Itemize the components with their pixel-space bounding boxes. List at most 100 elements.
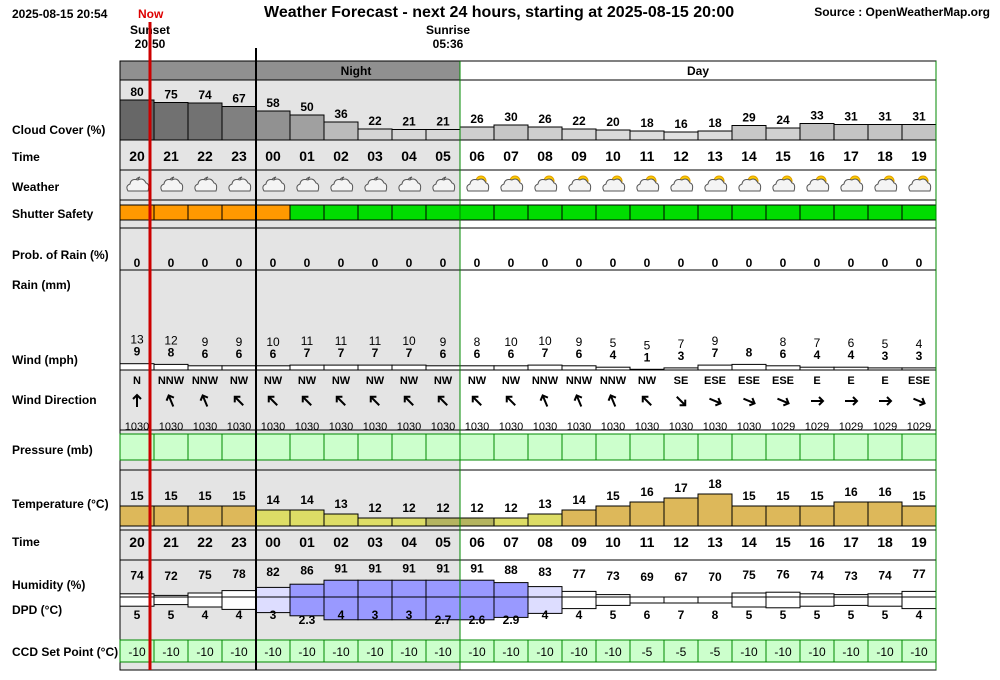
temperature-value: 13 <box>538 497 552 511</box>
ccd-set-point-value: -10 <box>740 645 758 659</box>
cloud-cover-bar <box>697 130 733 141</box>
cloud-cover-bar <box>867 124 903 141</box>
pressure-value: 1030 <box>465 421 489 433</box>
cloud-cover-value: 22 <box>572 114 586 128</box>
partly-cloudy-day-icon <box>466 178 490 192</box>
pressure-value: 1029 <box>805 421 829 433</box>
cloud-cover-bar <box>153 102 189 141</box>
wind-bar <box>459 365 495 371</box>
time-cell-top: 17 <box>843 148 859 164</box>
ccd-set-point-value: -10 <box>162 645 180 659</box>
humidity-value: 74 <box>810 568 824 582</box>
wind-direction-text: NW <box>638 375 657 387</box>
temperature-bar <box>799 505 835 527</box>
shutter-safety-cell-unsafe <box>255 204 291 221</box>
pressure-value: 1029 <box>907 421 931 433</box>
wind-bar <box>221 365 257 371</box>
wind-bar <box>323 364 359 371</box>
shutter-safety-cell-safe <box>663 204 699 221</box>
wind-bar <box>187 365 223 371</box>
wind-arrow-shape <box>743 397 756 407</box>
wind-arrow-icon <box>199 394 209 407</box>
wind-arrow-shape <box>676 396 687 407</box>
temperature-bar <box>697 493 733 527</box>
humidity-bar <box>833 594 869 606</box>
wind-gust-value: 4 <box>916 337 923 351</box>
ccd-set-point-label: CCD Set Point (°C) <box>12 645 119 659</box>
temperature-bar <box>289 509 325 527</box>
wind-speed-value: 6 <box>270 347 277 361</box>
dpd-value: 8 <box>712 608 719 622</box>
temperature-value: 16 <box>640 485 654 499</box>
humidity-value: 91 <box>368 562 382 576</box>
shutter-safety-cell-safe <box>833 204 869 221</box>
prob-rain-value: 0 <box>372 256 379 270</box>
humidity-value: 91 <box>402 562 416 576</box>
partly-cloudy-day-icon <box>840 178 864 192</box>
wind-gust-value: 13 <box>130 333 144 347</box>
humidity-bar <box>901 590 937 610</box>
dpd-value: 4 <box>542 608 549 622</box>
wind-bar <box>901 367 937 371</box>
wind-gust-value: 7 <box>678 337 685 351</box>
dpd-value: 4 <box>236 608 243 622</box>
humidity-value: 88 <box>504 563 518 577</box>
humidity-value: 74 <box>878 568 892 582</box>
pressure-cell <box>527 433 563 461</box>
prob-rain-value: 0 <box>644 256 651 270</box>
wind-arrow-icon <box>641 395 652 406</box>
shutter-safety-cell-safe <box>629 204 665 221</box>
temperature-value: 17 <box>674 481 688 495</box>
prob-rain-value: 0 <box>542 256 549 270</box>
humidity-value: 91 <box>470 562 484 576</box>
dpd-value: 3 <box>406 608 413 622</box>
pressure-value: 1030 <box>567 421 591 433</box>
humidity-bar <box>629 596 665 604</box>
wind-gust-value: 5 <box>644 338 651 352</box>
time-cell-top: 14 <box>741 148 757 164</box>
temperature-bar <box>255 509 291 527</box>
shutter-safety-cell-safe <box>765 204 801 221</box>
cloud-cover-value: 31 <box>912 110 926 124</box>
dpd-value: 5 <box>780 608 787 622</box>
wind-bar <box>629 368 665 371</box>
wind-gust-value: 9 <box>202 335 209 349</box>
pressure-value: 1030 <box>635 421 659 433</box>
wind-direction-label: Wind Direction <box>12 393 97 407</box>
wind-arrow-icon <box>233 395 244 406</box>
prob-rain-value: 0 <box>474 256 481 270</box>
time-cell-bottom: 04 <box>401 534 417 550</box>
temperature-value: 15 <box>776 489 790 503</box>
prob-rain-value: 0 <box>916 256 923 270</box>
wind-gust-value: 9 <box>236 335 243 349</box>
wind-speed-value: 6 <box>236 347 243 361</box>
wind-speed-value: 7 <box>406 346 413 360</box>
wind-bar <box>357 364 393 371</box>
time-cell-top: 05 <box>435 148 451 164</box>
pressure-value: 1030 <box>295 421 319 433</box>
cloud-cover-bar <box>357 128 393 141</box>
wind-speed-value: 4 <box>814 348 821 362</box>
partly-cloudy-day-icon <box>568 178 592 192</box>
temperature-value: 15 <box>606 489 620 503</box>
shutter-safety-cell-unsafe <box>153 204 189 221</box>
wind-direction-text: SE <box>674 375 689 387</box>
pressure-value: 1029 <box>771 421 795 433</box>
cloud-cover-bar <box>255 110 291 141</box>
time-cell-top: 10 <box>605 148 621 164</box>
wind-direction-text: NW <box>400 375 419 387</box>
wind-bar <box>731 363 767 371</box>
pressure-value: 1030 <box>703 421 727 433</box>
cloud-cover-bar <box>765 127 801 141</box>
wind-bar <box>833 366 869 371</box>
temperature-value: 15 <box>198 489 212 503</box>
temperature-value: 15 <box>232 489 246 503</box>
humidity-bar <box>697 596 733 604</box>
cloud-cover-value: 50 <box>300 100 314 114</box>
ccd-set-point-value: -10 <box>366 645 384 659</box>
temperature-value: 15 <box>912 489 926 503</box>
wind-speed-value: 6 <box>474 347 481 361</box>
pressure-cell <box>289 433 325 461</box>
wind-direction-text: NNW <box>192 375 219 387</box>
ccd-set-point-value: -10 <box>468 645 486 659</box>
